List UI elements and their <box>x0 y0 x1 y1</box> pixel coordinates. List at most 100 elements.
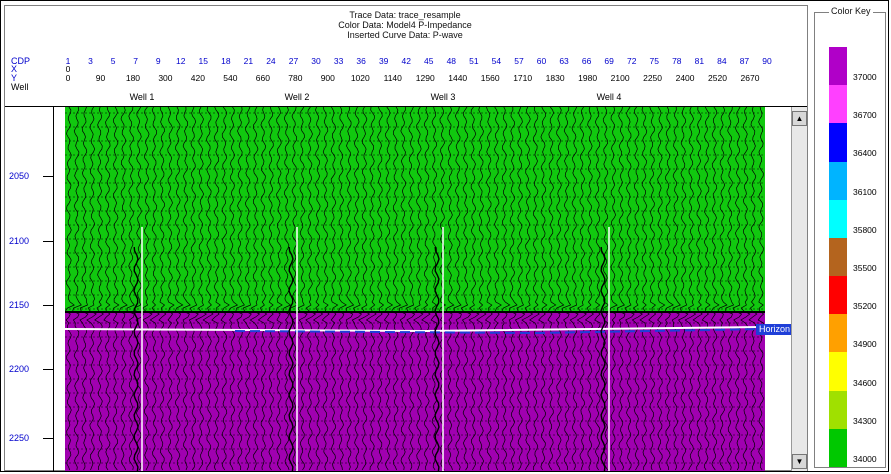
depth-axis-line <box>53 107 54 471</box>
wiggle-trace <box>740 107 751 471</box>
wiggle-trace <box>547 107 557 471</box>
cdp-tick: 33 <box>333 56 344 66</box>
wiggle-trace <box>345 107 355 471</box>
wiggle-trace <box>484 107 493 471</box>
well-label-4: Well 4 <box>596 92 622 102</box>
wiggle-trace <box>94 107 104 471</box>
wiggle-trace <box>684 107 697 471</box>
wiggle-trace <box>430 107 438 471</box>
wiggle-trace <box>725 107 735 471</box>
y-tick: 1710 <box>513 73 533 83</box>
y-tick: 2400 <box>675 73 695 83</box>
y-tick: 540 <box>223 73 238 83</box>
wiggle-trace <box>391 107 402 471</box>
timing-lines <box>65 112 765 464</box>
depth-tick <box>43 305 53 306</box>
scroll-down-button[interactable]: ▼ <box>792 454 807 469</box>
depth-tick <box>43 438 53 439</box>
depth-label-2150: 2150 <box>9 300 30 310</box>
color-key-value: 36400 <box>853 148 877 159</box>
wiggle-trace <box>664 107 674 471</box>
wiggle-trace <box>65 107 75 471</box>
depth-tick <box>43 176 53 177</box>
wiggle-trace <box>358 107 371 471</box>
wiggle-trace <box>493 107 502 471</box>
y-tick: 0 <box>65 73 71 83</box>
cdp-tick: 81 <box>694 56 705 66</box>
well-curve <box>288 246 294 471</box>
color-swatch <box>829 276 847 315</box>
horizon-1-label: Horizon 1 <box>756 324 801 335</box>
cdp-tick: 15 <box>198 56 209 66</box>
cdp-tick: 78 <box>672 56 682 66</box>
color-swatch <box>829 85 847 124</box>
cdp-tick: 42 <box>401 56 411 66</box>
wiggle-trace <box>297 107 308 471</box>
wiggle-trace <box>657 107 666 471</box>
wiggle-trace <box>275 107 283 471</box>
well-label-2: Well 2 <box>284 92 310 102</box>
seismic-traces <box>65 107 765 471</box>
wiggle-trace <box>562 107 572 471</box>
wiggle-trace <box>149 107 160 471</box>
wiggle-trace <box>174 107 184 471</box>
wiggle-trace <box>126 107 135 471</box>
wiggle-trace <box>220 107 230 471</box>
wiggle-trace <box>717 107 728 471</box>
color-key-value: 35500 <box>853 263 877 273</box>
wiggle-trace <box>609 107 618 471</box>
cdp-tick: 1 <box>65 56 71 66</box>
color-swatch <box>829 237 847 277</box>
cdp-tick: 90 <box>762 56 772 66</box>
well-curve <box>133 246 139 471</box>
wiggle-trace <box>195 107 207 471</box>
cdp-tick: 3 <box>88 56 93 66</box>
cdp-tick: 87 <box>739 56 750 66</box>
cdp-tick: 57 <box>514 56 524 66</box>
wiggle-trace <box>413 107 424 471</box>
wiggle-trace <box>249 107 261 471</box>
cdp-tick: 51 <box>469 56 479 66</box>
wiggle-trace <box>79 107 89 471</box>
x-tick: 0 <box>65 64 71 74</box>
y-tick: 780 <box>288 73 303 83</box>
depth-label-2050: 2050 <box>9 171 30 181</box>
cdp-tick: 39 <box>378 56 389 66</box>
trace-data-title: Trace Data: trace_resample <box>349 10 461 20</box>
wiggle-trace <box>374 107 385 471</box>
y-row-label: Y <box>11 73 18 83</box>
wiggle-trace <box>351 107 363 471</box>
cdp-tick: 45 <box>424 56 434 66</box>
color-key-value: 34000 <box>853 453 877 464</box>
wiggle-trace <box>460 107 472 471</box>
wiggle-trace <box>266 107 274 471</box>
wiggle-trace <box>312 107 324 471</box>
cdp-tick: 75 <box>649 56 659 66</box>
wiggle-trace <box>631 107 643 471</box>
wiggle-trace <box>514 107 526 471</box>
wiggle-trace <box>453 107 462 471</box>
wiggle-trace <box>576 107 587 471</box>
cdp-tick: 12 <box>176 56 186 66</box>
scroll-up-button[interactable]: ▲ <box>792 111 807 126</box>
wiggle-trace <box>72 107 82 471</box>
color-swatch <box>829 161 847 201</box>
y-tick: 1980 <box>578 73 598 83</box>
wiggle-trace <box>648 107 657 471</box>
wiggle-trace <box>701 107 711 471</box>
wiggle-trace <box>445 107 455 471</box>
vertical-scrollbar[interactable]: ▲ ▼ <box>791 107 807 471</box>
y-tick: 2100 <box>610 73 630 83</box>
wiggle-trace <box>257 107 268 471</box>
well-label-1: Well 1 <box>129 92 155 102</box>
seismic-section-canvas[interactable] <box>65 107 765 471</box>
color-swatch <box>829 47 847 86</box>
y-tick: 1020 <box>350 73 370 83</box>
cdp-tick: 66 <box>581 56 592 66</box>
color-key-panel: Color Key 37000 36700 36400 36100 35800 35500… <box>811 5 888 471</box>
cdp-tick: 7 <box>133 56 139 66</box>
cdp-tick: 54 <box>491 56 502 66</box>
y-tick: 900 <box>320 73 335 83</box>
color-swatch <box>829 123 847 163</box>
